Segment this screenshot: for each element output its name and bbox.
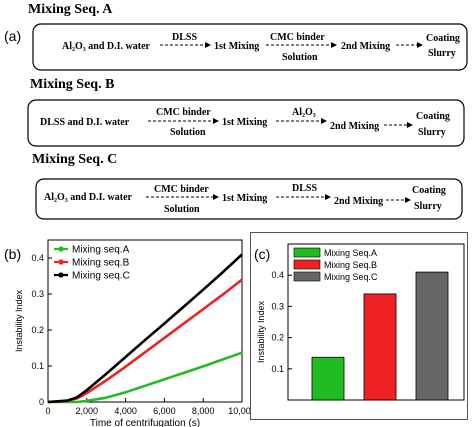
seq-a-title: Mixing Seq. A (28, 2, 113, 17)
x-tick-label: 4,000 (114, 406, 137, 416)
x-tick-label: 6,000 (153, 406, 176, 416)
seq-c-mix2: 2nd Mixing (334, 196, 383, 207)
legend-marker (58, 259, 64, 265)
seq-a-end-line1: Coating (426, 33, 460, 44)
legend-swatch (293, 259, 321, 270)
legend-swatch (293, 247, 321, 258)
seq-c-diagram: Al₂O₃ and D.I. water CMC binder Solution… (35, 178, 463, 220)
legend-marker (58, 272, 64, 278)
seq-c-add2: DLSS (292, 183, 317, 194)
x-axis-label: Time of centrifugation (s) (90, 418, 200, 427)
seq-b-add2: Al₂O₃ (292, 107, 316, 118)
series-line-1 (48, 351, 243, 404)
y-tick-label: 0.3 (31, 289, 44, 299)
y-tick-label: 0.2 (31, 325, 44, 335)
bar-2 (363, 293, 397, 401)
y-tick-label: 0 (39, 397, 44, 407)
panel-b-label: (b) (4, 246, 22, 262)
seq-c-start: Al₂O₃ and D.I. water (44, 192, 133, 203)
bar-1 (311, 356, 345, 401)
seq-a-diagram: Al₂O₃ and D.I. water DLSS 1st Mixing CMC… (32, 23, 468, 71)
seq-c-add1-line2: Solution (164, 204, 200, 215)
series-line-3 (47, 253, 243, 404)
y-tick-label: 0.4 (271, 270, 284, 280)
seq-a-add2-line2: Solution (282, 52, 318, 63)
seq-b-mix1: 1st Mixing (222, 117, 267, 128)
seq-c-end-line1: Coating (412, 185, 446, 196)
y-tick-label: 0.1 (31, 361, 44, 371)
seq-c-end-line2: Slurry (414, 201, 442, 212)
seq-c-box (35, 178, 463, 220)
y-axis-label: Instability Index (14, 289, 24, 352)
y-tick-label: 0.4 (31, 253, 44, 263)
y-axis-label: Instability Index (256, 300, 266, 363)
seq-b-start: DLSS and D.I. water (40, 117, 130, 128)
y-tick-label: 0.3 (271, 301, 284, 311)
legend-label: Mixing Seq.C (324, 272, 378, 282)
panel-c-label: (c) (254, 246, 271, 262)
legend-label: Mixing seq.C (72, 271, 130, 282)
legend-swatch (293, 271, 321, 282)
seq-b-end-line2: Slurry (418, 127, 446, 138)
seq-b-box (27, 99, 465, 147)
seq-a-box (32, 23, 468, 71)
seq-a-add1: DLSS (172, 32, 197, 43)
seq-c-mix1: 1st Mixing (222, 193, 267, 204)
y-tick-label: 0.2 (271, 333, 284, 343)
seq-a-mix2: 2nd Mixing (341, 41, 390, 52)
panel-a-label: (a) (4, 28, 22, 44)
seq-a-add2-line1: CMC binder (270, 32, 325, 43)
legend-marker (58, 246, 64, 252)
plot-frame (47, 239, 243, 403)
seq-b-mix2: 2nd Mixing (330, 121, 379, 132)
seq-c-title: Mixing Seq. C (32, 152, 118, 167)
seq-a-end-line2: Slurry (428, 48, 456, 59)
x-tick-label: 8,000 (192, 406, 215, 416)
seq-b-title: Mixing Seq. B (30, 77, 115, 92)
x-tick-label: 10,000 (228, 406, 250, 416)
seq-a-mix1: 1st Mixing (214, 41, 259, 52)
seq-a-start: Al₂O₃ and D.I. water (62, 41, 151, 52)
legend-label: Mixing seq.A (72, 245, 130, 256)
bar-chart: 0.1 0.2 0.3 0.4 Instability Index Mixing Seq.… (256, 243, 465, 401)
seq-b-add1-line2: Solution (170, 127, 206, 138)
x-tick-label: 0 (45, 406, 50, 416)
legend-label: Mixing Seq.B (324, 260, 377, 270)
panel-c-frame (250, 232, 468, 420)
line-chart: 0 2,000 4,000 6,000 8,000 10,000 0 0.1 0.2 0.3 0.4… (14, 239, 250, 427)
seq-c-add1-line1: CMC binder (154, 184, 209, 195)
bar-3 (415, 271, 449, 401)
seq-b-add1-line1: CMC binder (156, 107, 211, 118)
seq-b-diagram: DLSS and D.I. water CMC binder Solution … (27, 99, 465, 147)
legend-label: Mixing Seq.A (324, 248, 377, 258)
y-tick-label: 0.1 (271, 364, 284, 374)
seq-b-end-line1: Coating (416, 111, 450, 122)
x-tick-label: 2,000 (76, 406, 99, 416)
legend-label: Mixing seq.B (72, 258, 130, 269)
